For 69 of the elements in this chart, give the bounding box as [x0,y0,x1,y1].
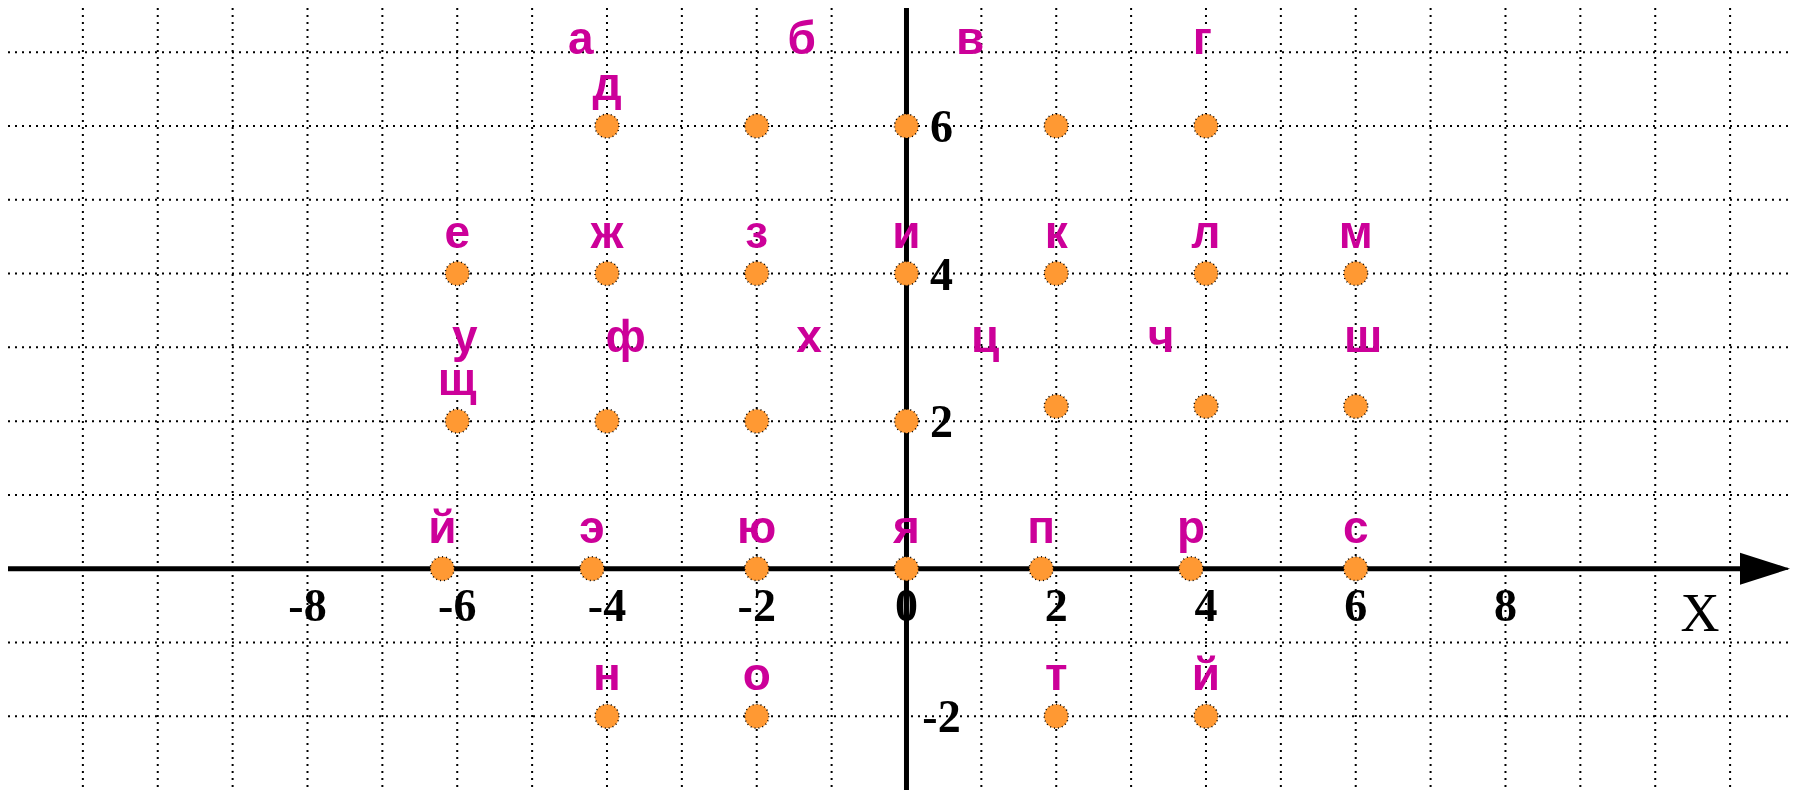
point [893,260,920,287]
x-tick-label: 4 [1194,579,1218,631]
annotation: б [787,11,816,64]
point [893,555,920,582]
annotation: й [1191,648,1221,701]
annotation: ю [737,500,777,553]
x-tick-label: -6 [438,579,477,631]
point [1342,555,1369,582]
y-tick-label: 4 [929,248,953,300]
annotation: в [955,11,985,64]
point [1028,555,1055,582]
point [594,703,620,729]
point [1043,260,1069,287]
annotation: т [1044,648,1068,701]
point [743,260,770,287]
annotation: с [1342,500,1369,553]
point [743,703,770,729]
point [594,113,620,139]
x-tick-label: -8 [288,579,327,631]
annotation: о [742,648,771,701]
x-tick-label: -4 [587,579,627,631]
annotation: х [796,310,823,363]
point [743,113,770,139]
annotation: ж [589,205,624,258]
annotation: д [592,58,622,111]
annotation: ц [970,310,1000,363]
point [579,555,605,582]
point [1043,113,1069,139]
point [429,555,456,582]
annotation: п [1027,500,1056,553]
annotation: э [579,500,605,553]
point [743,555,770,582]
annotation: й [428,500,457,553]
annotation: е [444,205,471,258]
annotation: з [745,205,769,258]
point [594,408,620,434]
annotation: ф [605,310,646,363]
annotation: ч [1147,310,1175,363]
point [594,260,620,287]
x-axis-title: X [1680,582,1720,643]
point [1342,393,1369,420]
annotation: л [1191,205,1221,258]
point [444,408,470,434]
y-tick-label: 6 [929,101,953,153]
x-tick-label: 2 [1044,579,1068,631]
point [444,260,470,287]
annotation: н [593,648,621,701]
x-tick-label: -2 [737,579,776,631]
x-tick-label: 6 [1344,579,1368,631]
x-tick-label: 8 [1493,579,1517,631]
y-tick-label: -2 [922,691,961,743]
annotation: м [1338,205,1373,258]
point [1193,703,1219,729]
point [893,408,920,434]
point [893,113,920,139]
point [743,408,770,434]
annotation: а [567,11,594,64]
point [1193,260,1219,287]
point [1342,260,1369,287]
annotation: р [1176,500,1206,553]
point [1043,703,1069,729]
point [1043,393,1069,420]
annotation: г [1192,11,1212,64]
point [1193,393,1219,420]
point [1178,555,1204,582]
annotation: ш [1344,310,1383,363]
point [1193,113,1219,139]
y-tick-label: 2 [929,396,953,448]
annotation: к [1044,205,1069,258]
